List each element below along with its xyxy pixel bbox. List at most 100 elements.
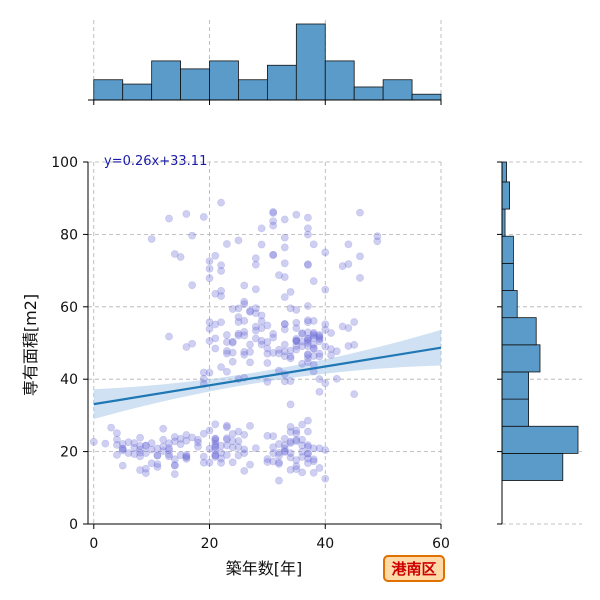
scatter-point [182,343,191,351]
scatter-point [286,439,295,447]
scatter-point [321,325,330,334]
scatter-point [217,267,225,275]
x-axis-label: 築年数[年] [226,559,303,578]
scatter-point [298,441,307,450]
scatter-point [309,455,318,464]
scatter-point [298,329,307,338]
scatter-point [292,462,301,471]
scatter-point [165,446,173,455]
scatter-point [263,455,272,463]
scatter-point [118,461,127,470]
scatter-point [113,450,121,459]
scatter-point [350,318,359,326]
scatter-point [101,439,110,448]
scatter-point [211,453,220,461]
scatter-point [275,448,283,457]
scatter-point [304,441,312,450]
scatter-point [304,350,312,359]
scatter-point [194,435,202,444]
scatter-point [309,344,318,353]
scatter-point [217,286,225,295]
scatter-point [304,454,312,463]
scatter-point [286,352,295,361]
scatter-point [304,224,312,233]
scatter-point [298,435,307,444]
scatter-point [228,458,237,467]
scatter-point [280,444,289,453]
top-hist-bar [266,64,297,101]
y-tick-label: 80 [60,227,78,243]
scatter-point [130,439,139,447]
scatter-point [217,318,225,327]
right-hist-bar [501,344,541,373]
scatter-point [228,437,237,446]
scatter-point [304,342,312,351]
right-hist-bar [501,371,530,400]
scatter-point [211,443,220,452]
scatter-point [182,431,191,439]
scatter-point [269,217,278,226]
scatter-point [292,465,301,474]
regression-confidence-band [93,329,441,420]
scatter-point [321,320,330,329]
scatter-point [257,324,266,333]
scatter-point [269,333,278,342]
scatter-point [309,333,318,342]
scatter-point [228,338,237,347]
scatter-point [211,446,220,455]
scatter-point [304,354,312,363]
scatter-point [286,354,295,363]
scatter-point [188,339,197,348]
scatter-point [188,433,197,442]
scatter-point [338,262,347,271]
scatter-point [275,458,283,467]
y-axis-label: 専有面積[m2] [21,294,40,396]
top-histogram-panel [88,20,442,105]
scatter-point [113,440,121,449]
scatter-point [234,443,243,452]
scatter-point [234,331,243,340]
scatter-point [321,446,330,454]
scatter-point [205,368,214,377]
scatter-point [356,252,364,261]
scatter-point [153,463,162,471]
scatter-point [304,358,312,367]
scatter-point [257,240,266,249]
scatter-point [211,442,220,450]
scatter-point [275,476,283,485]
scatter-point [298,453,307,461]
scatter-point [309,330,318,339]
scatter-point [228,337,237,346]
scatter-point [251,254,260,263]
scatter-point [269,349,278,357]
ward-annotation-label: 港南区 [391,560,436,578]
scatter-point [211,451,220,460]
scatter-point [304,316,312,325]
top-hist-bar [411,93,442,101]
scatter-point [199,429,208,438]
scatter-point [298,468,307,477]
scatter-point [141,441,150,450]
scatter-point [304,427,312,436]
scatter-point [199,213,208,221]
scatter-point [304,302,312,310]
scatter-point [309,240,318,249]
scatter-point [304,442,312,451]
scatter-point [263,377,272,386]
top-hist-bar [209,60,239,101]
scatter-point [222,338,231,346]
scatter-point [251,304,260,313]
scatter-point [263,344,272,353]
scatter-point [176,440,185,449]
scatter-point [321,248,330,257]
scatter-point [182,210,191,218]
scatter-point [222,367,231,376]
scatter-point [280,243,289,252]
scatter-point [159,442,168,451]
scatter-point [321,342,330,351]
scatter-point [234,313,243,322]
scatter-point [269,221,278,230]
scatter-point [344,260,353,269]
scatter-point [170,470,179,478]
scatter-point [246,460,254,469]
